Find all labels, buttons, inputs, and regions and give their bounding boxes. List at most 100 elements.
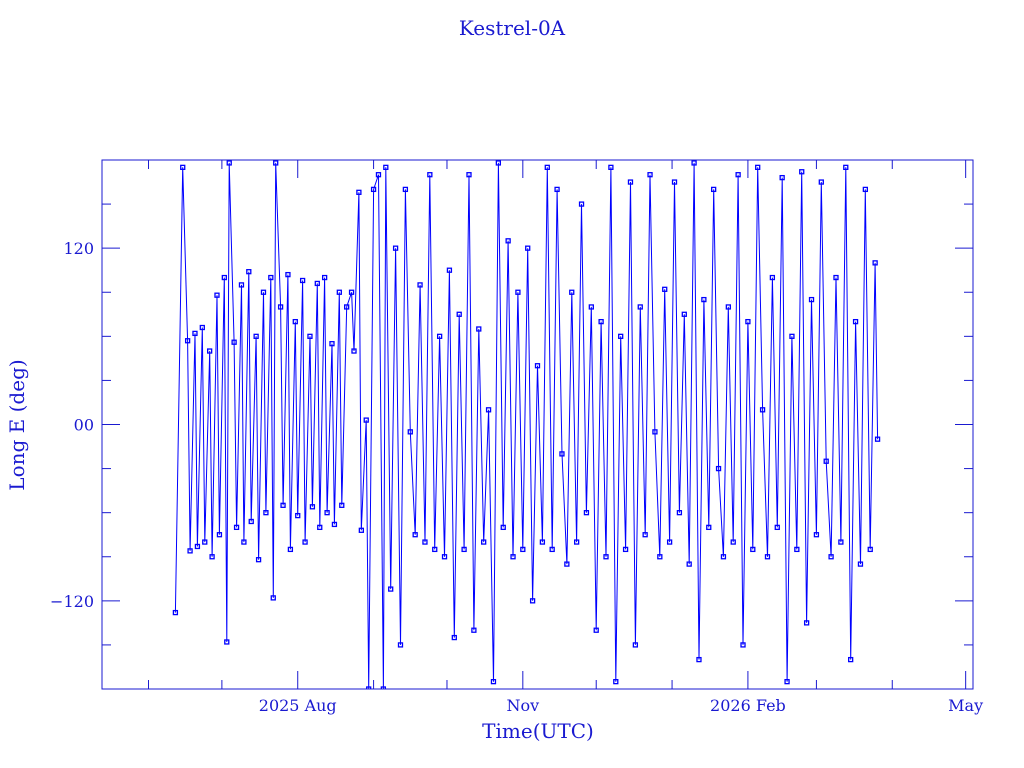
data-point-marker: [407, 429, 413, 435]
data-point-marker: [549, 546, 555, 553]
data-point-marker: [184, 338, 191, 344]
data-point-marker: [578, 201, 585, 207]
data-point-marker: [490, 679, 497, 685]
data-point-marker: [857, 561, 864, 567]
data-point-marker: [238, 282, 245, 288]
data-point-marker: [471, 627, 477, 633]
data-point-marker: [696, 656, 702, 663]
data-point-marker: [701, 296, 707, 303]
data-point-marker: [241, 539, 247, 545]
data-point-marker: [652, 429, 658, 435]
data-point-marker: [730, 539, 736, 545]
series-layer: [172, 160, 881, 689]
data-point-marker: [392, 245, 399, 251]
data-point-marker: [510, 554, 516, 560]
data-point-marker: [573, 539, 580, 545]
x-axis-title: Time(UTC): [482, 719, 594, 743]
data-point-marker: [808, 296, 815, 303]
data-point-marker: [324, 510, 330, 516]
data-point-marker: [706, 524, 712, 531]
data-point-marker: [417, 282, 423, 288]
series-group: [172, 160, 881, 689]
data-point-marker: [187, 548, 193, 554]
data-point-marker: [662, 286, 668, 292]
data-point-marker: [348, 289, 355, 295]
data-point-marker: [799, 169, 805, 175]
data-point-marker: [637, 304, 643, 310]
data-point-marker: [446, 267, 453, 273]
data-point-marker: [277, 304, 284, 310]
data-point-marker: [383, 164, 389, 170]
data-point-marker: [224, 639, 230, 645]
data-point-marker: [302, 539, 308, 545]
data-point-marker: [375, 172, 382, 178]
data-point-marker: [505, 238, 511, 244]
data-point-marker: [711, 186, 717, 193]
data-point-marker: [500, 524, 506, 531]
data-point-marker: [613, 679, 619, 685]
data-point-marker: [583, 510, 590, 516]
data-point-marker: [534, 363, 541, 369]
data-point-marker: [671, 179, 678, 185]
data-point-marker: [260, 289, 267, 295]
data-point-marker: [248, 518, 254, 525]
data-point-marker: [676, 510, 683, 516]
data-point-marker: [564, 561, 570, 567]
data-point-marker: [539, 539, 546, 545]
data-point-marker: [618, 333, 624, 339]
data-point-marker: [216, 532, 223, 538]
data-point-marker: [270, 595, 276, 601]
data-point-marker: [843, 164, 849, 170]
data-point-marker: [356, 189, 362, 195]
data-point-marker: [292, 318, 298, 325]
data-point-marker: [226, 160, 232, 166]
data-point-marker: [295, 512, 301, 519]
data-point-marker: [515, 289, 521, 295]
data-point-marker: [828, 554, 834, 560]
data-point-marker: [740, 642, 746, 648]
data-point-marker: [397, 642, 404, 648]
data-point-marker: [867, 546, 873, 553]
data-point-marker: [246, 269, 252, 275]
data-point-marker: [818, 179, 824, 185]
data-point-marker: [862, 186, 868, 193]
ticks-layer: [102, 160, 973, 689]
data-point-marker: [380, 686, 387, 689]
data-point-marker: [813, 532, 820, 538]
x-tick-label: May: [948, 696, 983, 715]
data-point-marker: [525, 245, 531, 251]
data-point-marker: [603, 554, 609, 560]
data-point-marker: [852, 318, 859, 325]
data-point-marker: [608, 164, 614, 170]
data-point-marker: [720, 554, 727, 560]
data-point-marker: [180, 164, 186, 170]
data-point-marker: [287, 546, 294, 553]
data-point-marker: [273, 160, 279, 166]
data-point-marker: [598, 318, 604, 325]
data-point-marker: [358, 527, 364, 533]
data-point-marker: [681, 311, 687, 317]
data-point-marker: [388, 586, 394, 592]
series-line: [174, 162, 879, 689]
data-point-marker: [485, 407, 492, 413]
data-point-marker: [803, 620, 810, 626]
data-point-marker: [823, 458, 829, 464]
data-point-marker: [351, 348, 357, 354]
y-tick-label: −120: [50, 592, 94, 611]
y-tick-label: 00: [74, 416, 94, 435]
chart-title: Kestrel-0A: [458, 16, 566, 40]
data-point-marker: [194, 543, 201, 550]
data-point-marker: [764, 554, 771, 560]
x-tick-label: 2025 Aug: [259, 696, 337, 715]
data-point-marker: [588, 304, 594, 310]
data-point-marker: [874, 436, 881, 442]
data-point-marker: [755, 164, 761, 170]
data-point-marker: [231, 339, 237, 345]
data-point-marker: [221, 274, 227, 281]
data-point-marker: [642, 532, 648, 538]
data-point-marker: [268, 274, 274, 281]
data-point-marker: [750, 546, 756, 553]
data-point-marker: [422, 539, 428, 545]
data-point-marker: [529, 598, 536, 604]
